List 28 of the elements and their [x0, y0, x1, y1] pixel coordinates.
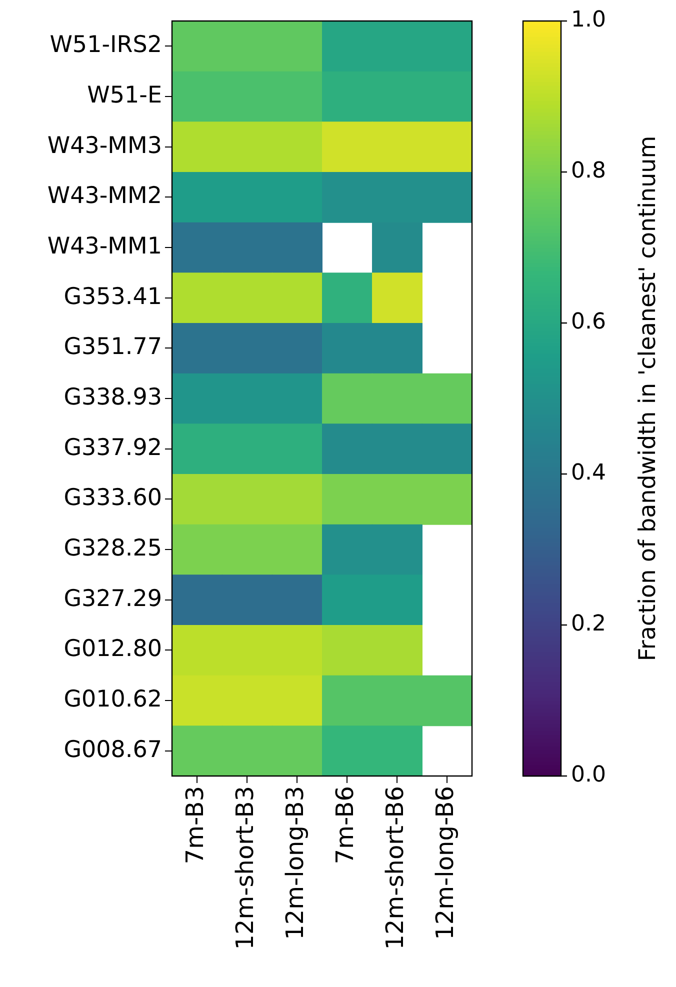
x-tick-label: 12m-short-B3 — [231, 786, 260, 950]
y-tick-label: W51-E — [87, 82, 162, 108]
y-tick-label: G010.62 — [64, 686, 162, 712]
color-bar-label: 0.4 — [571, 460, 606, 486]
y-tick-label: W51-IRS2 — [50, 32, 162, 58]
y-tick-label: G333.60 — [64, 485, 162, 512]
color-bar-title: Fraction of bandwidth in 'cleanest' continuum — [634, 136, 661, 662]
y-tick-label: W43-MM2 — [47, 183, 162, 210]
color-bar-label: 0.6 — [571, 310, 606, 335]
y-tick-label: W43-MM1 — [47, 233, 162, 260]
y-tick-label: G327.29 — [64, 586, 162, 612]
y-tick-label: G008.67 — [64, 736, 162, 763]
x-tick-label: 12m-long-B3 — [281, 786, 310, 940]
y-tick-label: G351.77 — [64, 334, 162, 360]
y-tick-label: G012.80 — [64, 636, 162, 662]
color-bar-label: 1.0 — [571, 8, 606, 33]
y-tick-label: G353.41 — [64, 284, 162, 310]
color-bar-label: 0.8 — [571, 158, 606, 184]
y-tick-label: G338.93 — [64, 384, 162, 410]
color-bar-label: 0.2 — [571, 612, 606, 637]
x-tick-label: 12m-long-B6 — [431, 786, 460, 940]
x-tick-label: 7m-B6 — [331, 786, 360, 864]
y-tick-label: G328.25 — [64, 535, 162, 562]
x-tick-label: 7m-B3 — [181, 786, 210, 864]
y-tick-label: G337.92 — [64, 434, 162, 461]
y-tick-label: W43-MM3 — [47, 132, 162, 159]
x-tick-label: 12m-short-B6 — [381, 786, 410, 950]
color-bar-label: 0.0 — [571, 762, 606, 788]
